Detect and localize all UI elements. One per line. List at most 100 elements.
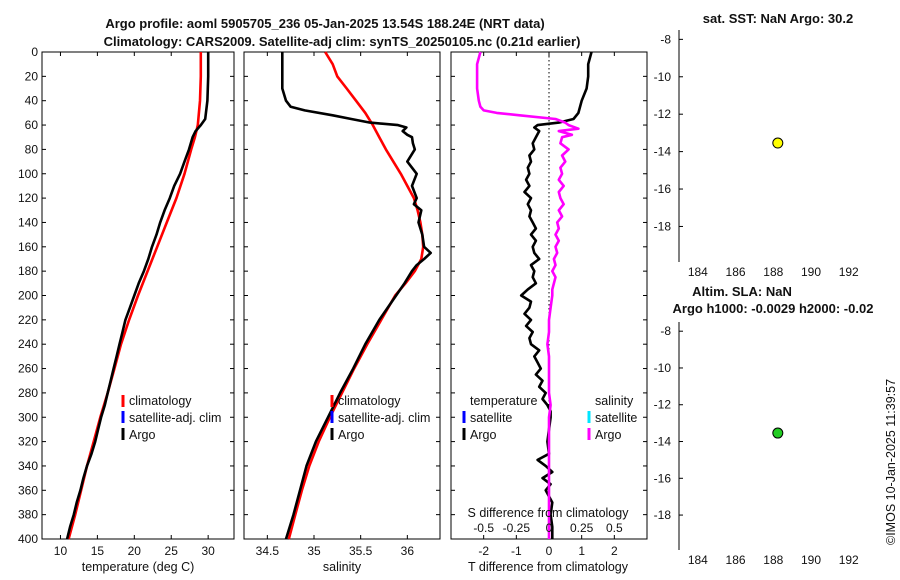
- temperature-lines: [67, 52, 208, 539]
- t-difference-label: T difference from climatology: [468, 560, 629, 574]
- x-tick-label: 34.5: [256, 544, 280, 558]
- lon-tick-label: 188: [763, 553, 783, 567]
- salinity-xlabel: salinity: [323, 560, 362, 574]
- temperature-panel: 0 20 40 60 80 100 120 140 160 180 200 220 240 260 280 3…: [18, 45, 234, 574]
- legend-satellite-label: satellite-adj. clim: [338, 411, 430, 425]
- sla-map-x-axis: 184 186 188 190 192: [688, 553, 859, 567]
- x-tick-label: 30: [201, 544, 215, 558]
- lat-tick-label: -18: [654, 508, 672, 522]
- depth-tick-label: 180: [18, 264, 38, 278]
- x-tick-label: 15: [91, 544, 105, 558]
- sst-map-x-axis: 184 186 188 190 192: [688, 265, 859, 279]
- depth-tick-label: 380: [18, 508, 38, 522]
- s-difference-argo-series-line: [477, 52, 578, 539]
- salinity-panel: 34.5 35 35.5 36 salinity climatology satell…: [244, 52, 440, 574]
- s-diff-tick-label: -0.5: [473, 521, 494, 535]
- lon-tick-label: 190: [801, 265, 821, 279]
- lat-tick-label: -14: [654, 435, 672, 449]
- depth-tick-label: 40: [25, 94, 39, 108]
- x-tick-label: 0: [546, 544, 553, 558]
- depth-tick-label: 200: [18, 289, 38, 303]
- s-difference-tick-labels: -0.5 -0.25 0 0.25 0.5: [473, 521, 623, 535]
- s-diff-tick-label: 0: [546, 521, 553, 535]
- x-tick-label: 20: [128, 544, 142, 558]
- s-diff-tick-label: 0.25: [570, 521, 594, 535]
- lat-tick-label: -14: [654, 145, 672, 159]
- salinity-depth-ticks: [244, 52, 440, 539]
- lat-tick-label: -8: [660, 324, 671, 338]
- legend-climatology-label: climatology: [338, 394, 401, 408]
- x-tick-label: 35.5: [349, 544, 373, 558]
- depth-axis: 0 20 40 60 80 100 120 140 160 180 200 220 240 260 280 3…: [18, 45, 234, 546]
- sla-map-panel: Altim. SLA: NaN Argo h1000: -0.0029 h200…: [654, 284, 874, 567]
- legend-climatology-label: climatology: [129, 394, 192, 408]
- depth-tick-label: 20: [25, 69, 39, 83]
- lon-tick-label: 190: [801, 553, 821, 567]
- difference-panel: -2 -1 0 1 2 S difference from climatology -0…: [451, 52, 647, 574]
- lon-tick-label: 184: [688, 265, 708, 279]
- argo-float-location: [773, 428, 783, 438]
- imos-watermark: ©IMOS 10-Jan-2025 11:39:57: [884, 379, 898, 545]
- lon-tick-label: 186: [726, 265, 746, 279]
- depth-tick-label: 300: [18, 410, 38, 424]
- sst-map-points: [773, 138, 783, 148]
- legend-argo-label: Argo: [338, 428, 364, 442]
- depth-tick-label: 280: [18, 386, 38, 400]
- t-difference-argo-series-line: [521, 52, 591, 539]
- figure: Argo profile: aoml 5905705_236 05-Jan-20…: [0, 0, 900, 580]
- lon-tick-label: 192: [839, 265, 859, 279]
- difference-lines: [477, 52, 591, 539]
- legend-salinity-head: salinity: [595, 394, 634, 408]
- depth-tick-label: 220: [18, 313, 38, 327]
- salinity-legend: climatology satellite-adj. clim Argo: [332, 394, 430, 442]
- legend-satellite-label: satellite-adj. clim: [129, 411, 221, 425]
- sla-map-title-line2: Argo h1000: -0.0029 h2000: -0.02: [673, 301, 874, 316]
- depth-tick-label: 320: [18, 435, 38, 449]
- lon-tick-label: 188: [763, 265, 783, 279]
- depth-tick-label: 80: [25, 142, 39, 156]
- x-tick-label: 10: [54, 544, 68, 558]
- lon-tick-label: 192: [839, 553, 859, 567]
- legend-temperature-head: temperature: [470, 394, 537, 408]
- sst-map-title: sat. SST: NaN Argo: 30.2: [703, 11, 854, 26]
- lat-tick-label: -12: [654, 107, 672, 121]
- depth-tick-label: 400: [18, 532, 38, 546]
- depth-tick-label: 260: [18, 362, 38, 376]
- sla-map-title-line1: Altim. SLA: NaN: [692, 284, 792, 299]
- s-diff-tick-label: 0.5: [606, 521, 623, 535]
- lon-tick-label: 184: [688, 553, 708, 567]
- argo-series-line: [282, 52, 430, 539]
- depth-tick-label: 120: [18, 191, 38, 205]
- figure-title-line2: Climatology: CARS2009. Satellite-adj cli…: [104, 34, 581, 49]
- depth-tick-label: 160: [18, 240, 38, 254]
- depth-tick-label: 360: [18, 483, 38, 497]
- climatology-series-line: [289, 52, 423, 539]
- depth-tick-label: 0: [31, 45, 38, 59]
- lat-tick-label: -8: [660, 32, 671, 46]
- sst-map-panel: sat. SST: NaN Argo: 30.2 -8 -10 -12 -14 -16 -…: [654, 11, 859, 279]
- lat-tick-label: -18: [654, 219, 672, 233]
- s-difference-label: S difference from climatology: [468, 506, 630, 520]
- x-tick-label: 35: [307, 544, 321, 558]
- x-tick-label: -1: [511, 544, 522, 558]
- lon-tick-label: 186: [726, 553, 746, 567]
- figure-title-line1: Argo profile: aoml 5905705_236 05-Jan-20…: [105, 16, 544, 31]
- x-tick-label: 1: [578, 544, 585, 558]
- depth-tick-label: 100: [18, 167, 38, 181]
- depth-tick-label: 240: [18, 337, 38, 351]
- temperature-legend: climatology satellite-adj. clim Argo: [123, 394, 221, 442]
- lat-tick-label: -16: [654, 182, 672, 196]
- s-diff-tick-label: -0.25: [503, 521, 531, 535]
- depth-tick-label: 60: [25, 118, 39, 132]
- legend-t-argo-label: Argo: [470, 428, 496, 442]
- x-tick-label: 36: [401, 544, 415, 558]
- lat-tick-label: -16: [654, 471, 672, 485]
- depth-tick-label: 340: [18, 459, 38, 473]
- salinity-lines: [282, 52, 430, 539]
- x-tick-label: -2: [478, 544, 489, 558]
- salinity-axes-frame: [244, 52, 440, 539]
- legend-s-satellite-label: satellite: [595, 411, 637, 425]
- x-tick-label: 25: [165, 544, 179, 558]
- x-tick-label: 2: [611, 544, 618, 558]
- lat-tick-label: -10: [654, 70, 672, 84]
